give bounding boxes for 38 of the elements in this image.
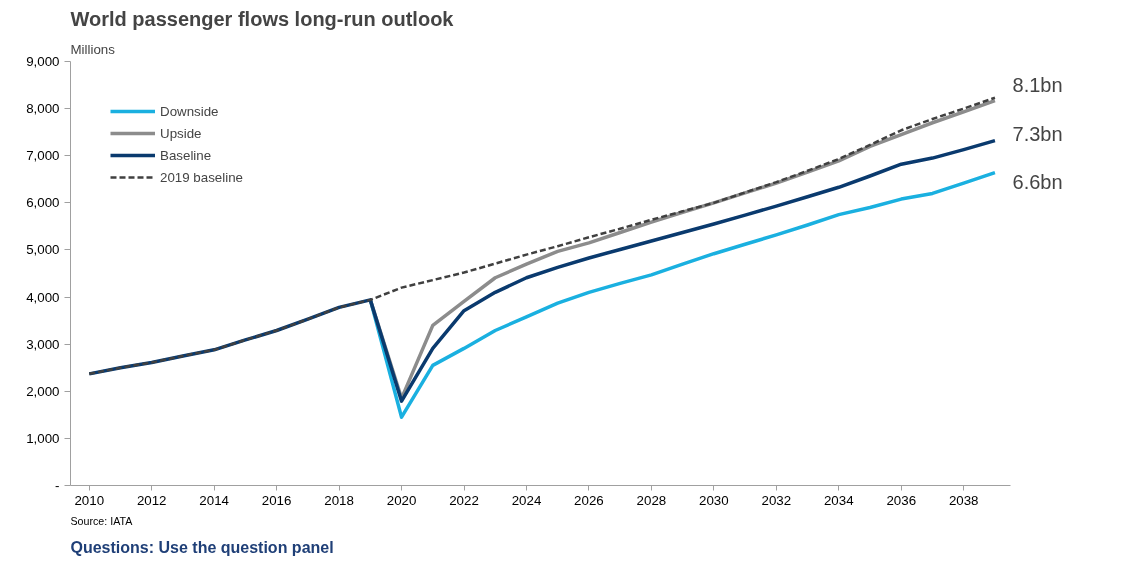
- x-tick-label: 2018: [324, 492, 354, 508]
- legend-label: Upside: [160, 125, 202, 141]
- x-tick-label: 2026: [574, 492, 604, 508]
- x-tick-label: 2030: [699, 492, 729, 508]
- x-tick-label: 2022: [449, 492, 479, 508]
- y-tick-label: 6,000: [26, 195, 60, 211]
- y-tick-label: -: [55, 478, 60, 493]
- line-series: [87, 96, 997, 376]
- y-tick-label: 8,000: [26, 101, 60, 117]
- x-tick-label: 2028: [636, 492, 667, 508]
- x-tick-label: 2016: [261, 492, 292, 508]
- x-tick-label: 2036: [886, 492, 917, 508]
- x-tick-label: 2032: [761, 492, 792, 508]
- chart-title: World passenger flows long-run outlook: [70, 7, 455, 30]
- y-tick-label: 7,000: [26, 148, 60, 164]
- x-tick-label: 2014: [199, 492, 230, 508]
- text: 8.1bn: [1012, 73, 1063, 96]
- x-tick-label: 2020: [386, 492, 417, 508]
- legend-label: Baseline: [160, 147, 212, 163]
- legend-label: 2019 baseline: [160, 169, 244, 185]
- line-series: [368, 170, 997, 419]
- text: Questions: Use the question panel: [70, 538, 334, 556]
- legend-label: Downside: [160, 103, 219, 119]
- text: 7.3bn: [1012, 122, 1063, 145]
- x-tick-label: 2012: [136, 492, 167, 508]
- x-tick-label: 2034: [823, 492, 855, 508]
- x-tick-label: 2038: [948, 492, 979, 508]
- x-tick-label: 2024: [511, 492, 542, 508]
- y-tick-label: 3,000: [26, 336, 60, 352]
- y-tick-label: 9,000: [26, 54, 60, 69]
- y-tick-label: 5,000: [26, 242, 60, 258]
- text: 6.6bn: [1012, 171, 1063, 194]
- y-tick-label: 4,000: [26, 289, 60, 305]
- y-tick-label: 2,000: [26, 383, 60, 399]
- source-note: Source: IATA: [70, 514, 134, 527]
- x-tick-label: 2010: [74, 492, 105, 508]
- y-tick-label: 1,000: [26, 430, 60, 446]
- y-axis-title: Millions: [70, 41, 116, 57]
